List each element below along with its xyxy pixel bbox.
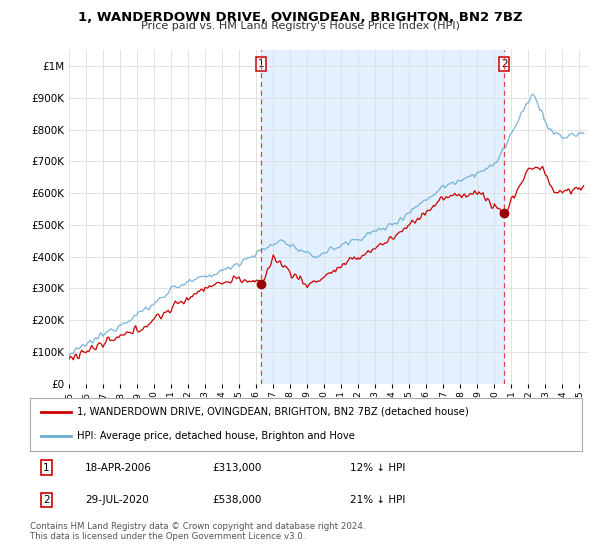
- Text: 1: 1: [43, 463, 50, 473]
- Text: £538,000: £538,000: [212, 495, 262, 505]
- Text: £313,000: £313,000: [212, 463, 262, 473]
- Text: Price paid vs. HM Land Registry's House Price Index (HPI): Price paid vs. HM Land Registry's House …: [140, 21, 460, 31]
- Text: 2: 2: [43, 495, 50, 505]
- Text: Contains HM Land Registry data © Crown copyright and database right 2024.
This d: Contains HM Land Registry data © Crown c…: [30, 522, 365, 542]
- Text: 2: 2: [501, 59, 508, 69]
- Text: 21% ↓ HPI: 21% ↓ HPI: [350, 495, 406, 505]
- Text: HPI: Average price, detached house, Brighton and Hove: HPI: Average price, detached house, Brig…: [77, 431, 355, 441]
- Text: 1, WANDERDOWN DRIVE, OVINGDEAN, BRIGHTON, BN2 7BZ (detached house): 1, WANDERDOWN DRIVE, OVINGDEAN, BRIGHTON…: [77, 407, 469, 417]
- Text: 1, WANDERDOWN DRIVE, OVINGDEAN, BRIGHTON, BN2 7BZ: 1, WANDERDOWN DRIVE, OVINGDEAN, BRIGHTON…: [77, 11, 523, 24]
- Text: 1: 1: [258, 59, 265, 69]
- Text: 12% ↓ HPI: 12% ↓ HPI: [350, 463, 406, 473]
- Text: 18-APR-2006: 18-APR-2006: [85, 463, 152, 473]
- Text: 29-JUL-2020: 29-JUL-2020: [85, 495, 149, 505]
- Bar: [261, 50, 504, 384]
